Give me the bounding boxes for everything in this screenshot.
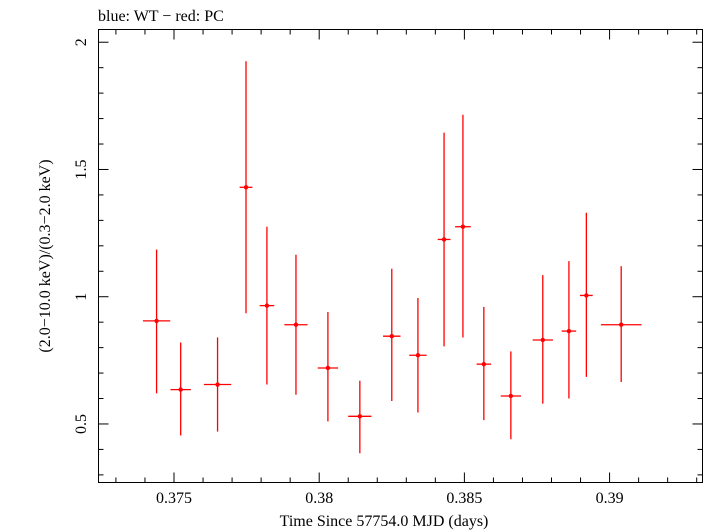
data-point [532, 275, 553, 404]
point-marker [215, 382, 220, 387]
y-tick-label: 1 [73, 293, 90, 301]
x-tick-labels: 0.375 0.38 0.385 0.39 [156, 490, 624, 507]
y-tick-label: 1.5 [73, 159, 90, 179]
data-point [239, 61, 253, 314]
x-tick-label: 0.385 [446, 490, 482, 507]
data-point [500, 351, 522, 440]
chart-title: blue: WT − red: PC [98, 8, 224, 25]
point-marker [154, 318, 159, 324]
point-marker [357, 414, 363, 419]
data-point [476, 306, 492, 421]
y-tick-label: 2 [73, 38, 90, 46]
x-tick-label: 0.375 [156, 490, 192, 507]
point-marker [618, 322, 624, 327]
y-tick-label: 0.5 [73, 414, 90, 434]
data-point [259, 226, 275, 385]
y-axis-label: (2.0−10.0 keV)/(0.3−2.0 keV) [37, 159, 54, 352]
data-point [383, 268, 401, 402]
data-point [455, 114, 471, 338]
point-marker [460, 224, 466, 229]
data-series [142, 61, 642, 454]
data-point [348, 380, 372, 454]
data-point [284, 254, 308, 395]
x-axis-label: Time Since 57754.0 MJD (days) [280, 513, 489, 530]
point-marker [441, 237, 447, 242]
data-point [600, 266, 642, 382]
point-marker [178, 387, 183, 392]
point-marker [325, 365, 331, 371]
point-marker [243, 185, 249, 190]
data-point [203, 337, 232, 432]
data-point [317, 311, 339, 422]
point-marker [264, 303, 270, 308]
x-tick-label: 0.38 [305, 490, 333, 507]
data-point [142, 249, 171, 394]
data-point [437, 132, 451, 347]
y-tick-labels: 0.5 1 1.5 2 [73, 38, 90, 434]
data-point [579, 212, 593, 377]
point-marker [415, 353, 421, 358]
data-point [409, 297, 427, 413]
x-tick-label: 0.39 [596, 490, 624, 507]
data-point [561, 261, 577, 399]
point-marker [540, 337, 545, 343]
point-marker [293, 322, 299, 327]
point-marker [566, 328, 572, 334]
axis-ticks [98, 29, 703, 483]
data-point [170, 342, 191, 436]
point-marker [481, 361, 487, 367]
plot-frame [98, 29, 703, 483]
point-marker [389, 333, 394, 339]
point-marker [584, 293, 589, 298]
point-marker [508, 393, 514, 399]
